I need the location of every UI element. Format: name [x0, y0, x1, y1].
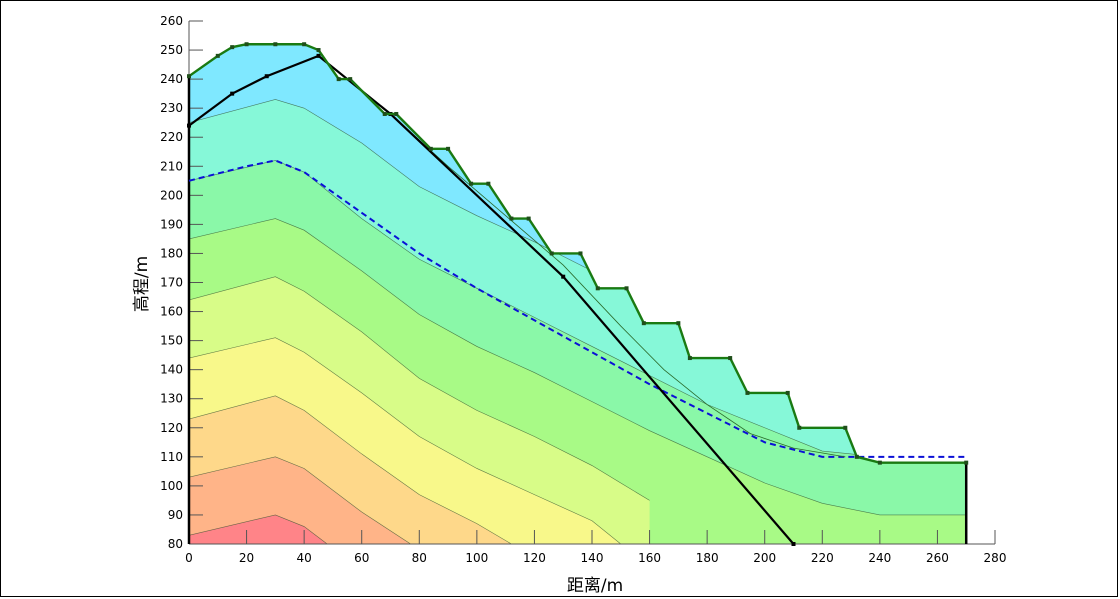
contour-bands: [189, 44, 967, 544]
ground-point-8: [348, 77, 353, 82]
slip-point-6: [791, 542, 796, 546]
ground-point-11: [428, 146, 433, 151]
x-tick-label-80: 80: [412, 551, 427, 565]
x-tick-label-240: 240: [868, 551, 891, 565]
ground-point-25: [745, 390, 750, 395]
ground-point-16: [526, 216, 531, 221]
x-tick-label-260: 260: [926, 551, 949, 565]
ground-point-19: [595, 286, 600, 291]
y-tick-label-250: 250: [160, 43, 183, 57]
slip-point-1: [230, 91, 235, 96]
x-tick-label-140: 140: [581, 551, 604, 565]
contour-line-8: [189, 514, 328, 544]
y-tick-label-190: 190: [160, 217, 183, 231]
ground-point-26: [785, 390, 790, 395]
contour-line-6: [189, 395, 512, 544]
y-tick-label-100: 100: [160, 479, 183, 493]
ground-point-31: [964, 460, 969, 465]
ground-point-18: [578, 251, 583, 256]
y-tick-label-90: 90: [168, 508, 183, 522]
ground-surface-line: [188, 43, 967, 464]
ground-point-2: [230, 45, 235, 50]
x-tick-label-180: 180: [696, 551, 719, 565]
y-tick-label-200: 200: [160, 188, 183, 202]
ground-point-20: [624, 286, 629, 291]
ground-point-29: [854, 454, 859, 459]
y-tick-label-260: 260: [160, 14, 183, 28]
x-tick-label-120: 120: [523, 551, 546, 565]
overlays: [187, 42, 969, 546]
ground-point-12: [446, 146, 451, 151]
x-tick-label-200: 200: [753, 551, 776, 565]
y-tick-label-160: 160: [160, 305, 183, 319]
ground-point-7: [336, 77, 341, 82]
ground-point-4: [273, 42, 278, 47]
ground-point-10: [394, 111, 399, 116]
x-tick-label-100: 100: [465, 551, 488, 565]
ground-point-9: [382, 111, 387, 116]
x-tick-label-160: 160: [638, 551, 661, 565]
slip-detail-line: [390, 113, 846, 458]
slip-point-2: [264, 74, 269, 79]
ground-point-24: [728, 356, 733, 361]
ground-point-21: [641, 321, 646, 326]
x-axis-title: 距离/m: [567, 576, 623, 596]
ground-point-17: [549, 251, 554, 256]
ground-point-30: [877, 460, 882, 465]
x-tick-label-40: 40: [297, 551, 312, 565]
x-tick-label-220: 220: [811, 551, 834, 565]
x-tick-label-20: 20: [239, 551, 254, 565]
y-tick-label-120: 120: [160, 421, 183, 435]
y-tick-label-220: 220: [160, 130, 183, 144]
y-tick-label-180: 180: [160, 246, 183, 260]
contour-line-3: [189, 218, 967, 516]
ground-point-15: [509, 216, 514, 221]
ground-point-1: [215, 53, 220, 58]
ground-point-13: [469, 181, 474, 186]
x-tick-label-0: 0: [185, 551, 193, 565]
water-table-line: [188, 159, 967, 458]
y-tick-label-130: 130: [160, 392, 183, 406]
y-tick-label-150: 150: [160, 334, 183, 348]
y-tick-label-110: 110: [160, 450, 183, 464]
ground-point-14: [486, 181, 491, 186]
contour-line-4: [189, 276, 650, 501]
ground-point-3: [244, 42, 249, 47]
y-tick-label-140: 140: [160, 363, 183, 377]
y-tick-label-210: 210: [160, 159, 183, 173]
ground-point-6: [316, 48, 321, 53]
ground-point-28: [843, 425, 848, 430]
ground-point-22: [676, 321, 681, 326]
y-tick-label-170: 170: [160, 276, 183, 290]
y-tick-label-80: 80: [168, 537, 183, 551]
x-tick-label-60: 60: [354, 551, 369, 565]
ground-point-23: [687, 356, 692, 361]
axes: 8090100110120130140150160170180190200210…: [160, 14, 1006, 565]
slip-point-5: [561, 274, 566, 279]
y-axis-title: 高程/m: [132, 256, 152, 312]
contour-line-7: [189, 456, 411, 544]
y-tick-label-230: 230: [160, 101, 183, 115]
contour-line-5: [189, 337, 621, 544]
x-tick-label-280: 280: [984, 551, 1007, 565]
ground-point-5: [302, 42, 307, 47]
slip-point-3: [316, 53, 321, 58]
ground-point-0: [187, 74, 191, 79]
ground-point-27: [797, 425, 802, 430]
y-tick-label-240: 240: [160, 72, 183, 86]
slip-point-0: [187, 123, 191, 128]
